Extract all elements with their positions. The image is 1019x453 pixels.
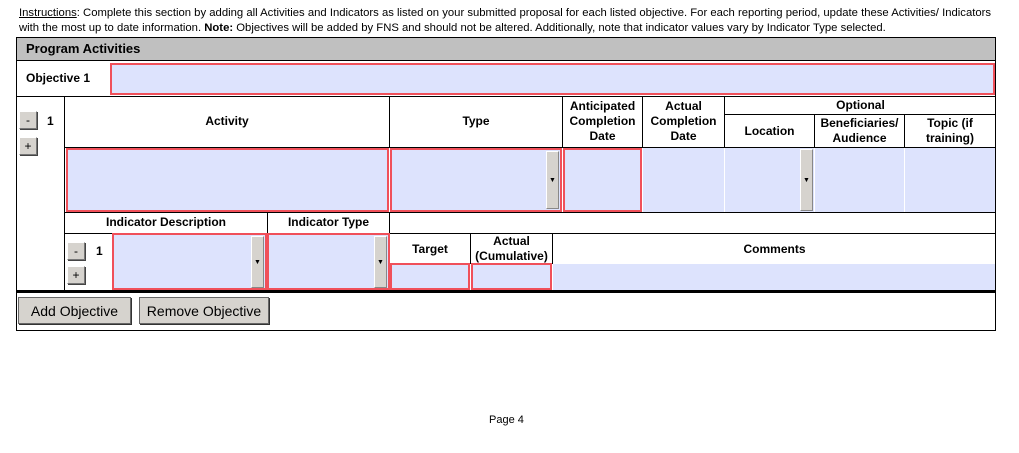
anticipated-date-field[interactable] — [563, 148, 642, 212]
beneficiaries-field[interactable] — [815, 148, 904, 212]
divider — [64, 147, 996, 148]
divider — [724, 96, 725, 147]
divider — [724, 114, 996, 115]
divider — [552, 233, 553, 264]
divider — [904, 114, 905, 147]
header-actual-date: Actual Completion Date — [650, 99, 717, 143]
instructions: Instructions: Complete this section by a… — [19, 6, 999, 35]
header-anticipated-date: Anticipated Completion Date — [569, 99, 636, 143]
header-comments: Comments — [743, 241, 806, 256]
section-header: Program Activities — [16, 37, 996, 61]
note-label: Note: — [204, 21, 234, 34]
frame-right — [995, 37, 996, 331]
header-indicator-description: Indicator Description — [105, 215, 227, 229]
divider — [267, 212, 268, 233]
indicator-number: 1 — [96, 244, 103, 258]
header-activity: Activity — [205, 114, 249, 128]
page-number: Page 4 — [489, 414, 524, 426]
divider — [64, 96, 65, 291]
activity-field[interactable] — [66, 148, 389, 212]
dropdown-arrow-icon[interactable]: ▼ — [251, 236, 264, 288]
divider — [642, 96, 643, 147]
remove-activity-button[interactable]: - — [19, 111, 37, 129]
section-title: Program Activities — [26, 41, 141, 56]
remove-objective-button[interactable]: Remove Objective — [139, 297, 269, 324]
indicator-description-select[interactable]: ▼ — [112, 233, 267, 290]
indicator-type-select[interactable]: ▼ — [267, 233, 390, 290]
divider — [562, 96, 563, 147]
divider — [389, 96, 390, 147]
target-field[interactable] — [390, 263, 470, 290]
dropdown-arrow-icon[interactable]: ▼ — [546, 151, 559, 209]
header-indicator-type: Indicator Type — [287, 215, 370, 229]
actual-cumulative-field[interactable] — [471, 263, 552, 290]
divider — [389, 212, 390, 233]
header-optional: Optional — [836, 97, 885, 112]
note-text: Objectives will be added by FNS and shou… — [233, 21, 886, 34]
dropdown-arrow-icon[interactable]: ▼ — [800, 149, 813, 211]
divider — [470, 233, 471, 264]
topic-field[interactable] — [905, 148, 995, 212]
dropdown-arrow-icon[interactable]: ▼ — [374, 236, 387, 288]
type-select[interactable]: ▼ — [390, 148, 562, 212]
header-location: Location — [744, 123, 795, 138]
header-type: Type — [462, 114, 490, 128]
divider — [16, 290, 996, 293]
header-target: Target — [412, 241, 448, 256]
header-beneficiaries: Beneficiaries/ Audience — [820, 116, 899, 145]
divider — [16, 96, 996, 97]
objective-field[interactable] — [110, 63, 995, 95]
activity-number: 1 — [47, 114, 54, 128]
remove-indicator-button[interactable]: - — [67, 242, 85, 260]
instructions-label: Instructions — [19, 7, 77, 19]
divider — [16, 330, 996, 331]
divider — [64, 233, 996, 234]
objective-label: Objective 1 — [26, 71, 91, 85]
add-activity-button[interactable]: + — [19, 137, 37, 155]
actual-date-field[interactable] — [643, 148, 724, 212]
header-topic: Topic (if training) — [926, 116, 974, 145]
add-indicator-button[interactable]: + — [67, 266, 85, 284]
add-objective-button[interactable]: Add Objective — [18, 297, 131, 324]
header-actual-cumulative: Actual (Cumulative) — [475, 234, 548, 263]
divider — [64, 212, 996, 213]
location-select[interactable]: ▼ — [725, 148, 814, 212]
comments-field[interactable] — [553, 264, 995, 290]
instructions-text: : Complete this section by adding all Ac… — [19, 7, 992, 34]
divider — [814, 114, 815, 147]
frame-left — [16, 37, 17, 331]
